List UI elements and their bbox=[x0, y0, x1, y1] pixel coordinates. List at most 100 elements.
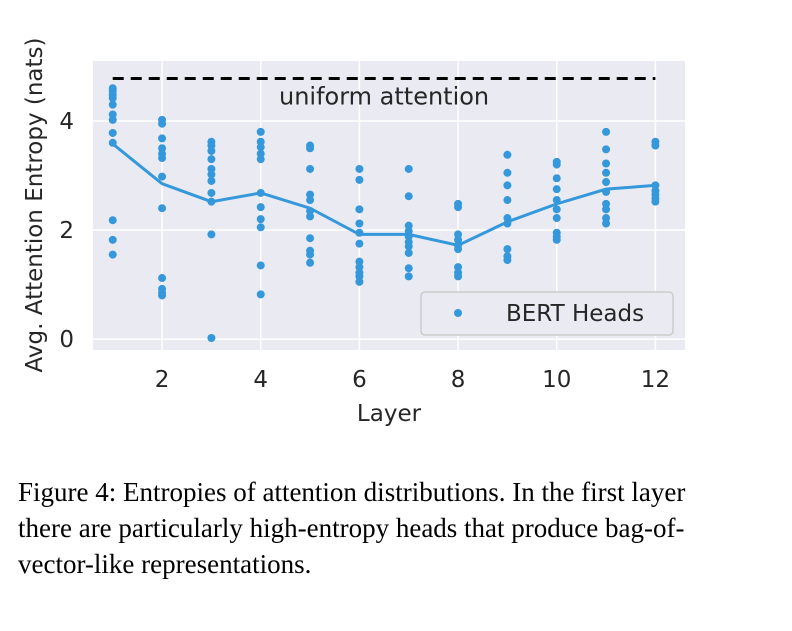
x-axis-label: Layer bbox=[357, 401, 422, 427]
head-point bbox=[404, 248, 413, 257]
head-point bbox=[158, 204, 167, 213]
head-point bbox=[256, 223, 265, 232]
head-point bbox=[256, 215, 265, 224]
x-tick-label: 10 bbox=[542, 367, 571, 393]
head-point bbox=[108, 100, 117, 109]
head-point bbox=[256, 188, 265, 197]
head-point bbox=[355, 228, 364, 237]
head-point bbox=[207, 155, 216, 164]
head-point bbox=[306, 258, 315, 267]
head-point bbox=[404, 164, 413, 173]
x-tick-label: 2 bbox=[155, 367, 170, 393]
head-point bbox=[552, 196, 561, 205]
head-point bbox=[602, 219, 611, 228]
legend: BERT Heads bbox=[420, 291, 674, 336]
mean-entropy-line bbox=[111, 142, 656, 247]
head-point bbox=[355, 175, 364, 184]
x-tick-labels: 2 4 6 8 10 12 bbox=[155, 367, 670, 393]
head-point bbox=[503, 256, 512, 265]
x-tick-label: 8 bbox=[451, 367, 466, 393]
head-point bbox=[404, 272, 413, 281]
head-point bbox=[158, 172, 167, 181]
head-point bbox=[108, 115, 117, 124]
y-axis-label: Avg. Attention Entropy (nats) bbox=[22, 38, 48, 373]
head-point bbox=[207, 197, 216, 206]
head-point bbox=[651, 197, 660, 206]
legend-marker bbox=[454, 309, 462, 317]
head-point bbox=[306, 144, 315, 153]
head-point bbox=[306, 196, 315, 205]
head-point bbox=[158, 154, 167, 163]
head-point bbox=[355, 239, 364, 248]
head-point bbox=[602, 187, 611, 196]
head-point bbox=[108, 216, 117, 225]
reference-line-group: uniform attention bbox=[112, 76, 656, 110]
head-point bbox=[602, 159, 611, 168]
head-point bbox=[256, 203, 265, 212]
head-point bbox=[158, 291, 167, 300]
head-point bbox=[602, 168, 611, 177]
figure-caption: Figure 4: Entropies of attention distrib… bbox=[18, 477, 686, 579]
head-point bbox=[108, 235, 117, 244]
head-point bbox=[207, 170, 216, 179]
y-tick-label: 0 bbox=[59, 327, 74, 353]
head-point bbox=[503, 219, 512, 228]
x-tick-label: 4 bbox=[253, 367, 268, 393]
head-point bbox=[158, 134, 167, 143]
head-point bbox=[454, 203, 463, 212]
y-tick-label: 2 bbox=[59, 218, 74, 244]
head-point bbox=[552, 185, 561, 194]
head-point bbox=[454, 272, 463, 281]
head-point bbox=[207, 334, 216, 343]
head-point bbox=[256, 155, 265, 164]
x-tick-label: 12 bbox=[641, 367, 670, 393]
data-points bbox=[108, 84, 660, 343]
head-point bbox=[108, 250, 117, 259]
head-point bbox=[602, 145, 611, 154]
head-point bbox=[306, 164, 315, 173]
y-tick-label: 4 bbox=[59, 109, 74, 135]
head-point bbox=[306, 212, 315, 221]
head-point bbox=[503, 168, 512, 177]
head-point bbox=[256, 127, 265, 136]
head-point bbox=[602, 205, 611, 214]
head-point bbox=[503, 150, 512, 159]
head-point bbox=[355, 205, 364, 214]
head-point bbox=[256, 143, 265, 152]
y-tick-labels: 0 2 4 bbox=[59, 109, 74, 353]
head-point bbox=[454, 245, 463, 254]
head-point bbox=[404, 264, 413, 273]
legend-label: BERT Heads bbox=[506, 301, 644, 327]
head-point bbox=[355, 164, 364, 173]
head-point bbox=[552, 235, 561, 244]
legend-box bbox=[420, 291, 674, 336]
head-point bbox=[602, 178, 611, 187]
head-point bbox=[207, 188, 216, 197]
head-point bbox=[306, 250, 315, 259]
head-point bbox=[256, 261, 265, 270]
head-point bbox=[108, 128, 117, 137]
uniform-attention-label: uniform attention bbox=[279, 82, 489, 110]
head-point bbox=[108, 138, 117, 147]
head-point bbox=[552, 160, 561, 169]
head-point bbox=[108, 94, 117, 103]
head-point bbox=[552, 205, 561, 214]
head-point bbox=[552, 174, 561, 183]
head-point bbox=[651, 141, 660, 150]
head-point bbox=[256, 290, 265, 299]
head-point bbox=[355, 277, 364, 286]
head-point bbox=[404, 192, 413, 201]
head-point bbox=[404, 242, 413, 251]
head-point bbox=[552, 214, 561, 223]
head-point bbox=[306, 234, 315, 243]
head-point bbox=[158, 274, 167, 283]
head-point bbox=[602, 127, 611, 136]
head-point bbox=[503, 245, 512, 254]
head-point bbox=[503, 196, 512, 205]
head-point bbox=[158, 119, 167, 128]
head-point bbox=[207, 176, 216, 185]
x-tick-label: 6 bbox=[352, 367, 367, 393]
head-point bbox=[207, 146, 216, 155]
head-point bbox=[207, 230, 216, 239]
